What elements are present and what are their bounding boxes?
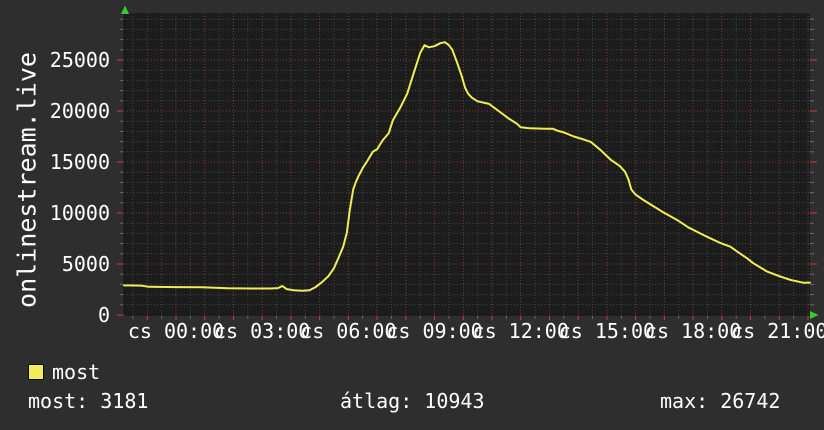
stat-average: átlag: 10943	[340, 389, 485, 413]
y-tick-label: 5000	[61, 252, 110, 276]
x-tick-label: cs 06:00	[300, 319, 397, 343]
y-tick-label: 0	[97, 303, 110, 327]
y-tick-label: 10000	[49, 201, 110, 225]
x-tick-label: cs 00:00	[127, 319, 225, 343]
stat-current: most: 3181	[28, 389, 149, 413]
x-tick-label: cs 15:00	[558, 319, 656, 343]
x-tick-label: cs 18:00	[644, 319, 742, 343]
x-tick-label: cs 12:00	[472, 319, 569, 343]
x-tick-label: cs 21:00	[731, 319, 824, 343]
y-tick-label: 15000	[49, 150, 110, 174]
x-tick-label: cs 09:00	[386, 319, 483, 343]
x-tick-label: cs 03:00	[214, 319, 311, 343]
data-line-most	[123, 41, 811, 292]
legend-label-most: most	[52, 360, 101, 384]
plot-area	[117, 5, 819, 320]
x-axis-arrow-icon	[810, 311, 819, 319]
y-tick-label: 20000	[49, 99, 110, 123]
y-tick-label: 25000	[49, 48, 110, 72]
canvas-background	[124, 13, 810, 315]
stat-max: max: 26742	[660, 389, 781, 413]
legend-swatch-most	[28, 364, 44, 380]
y-axis-arrow-icon	[121, 5, 129, 14]
